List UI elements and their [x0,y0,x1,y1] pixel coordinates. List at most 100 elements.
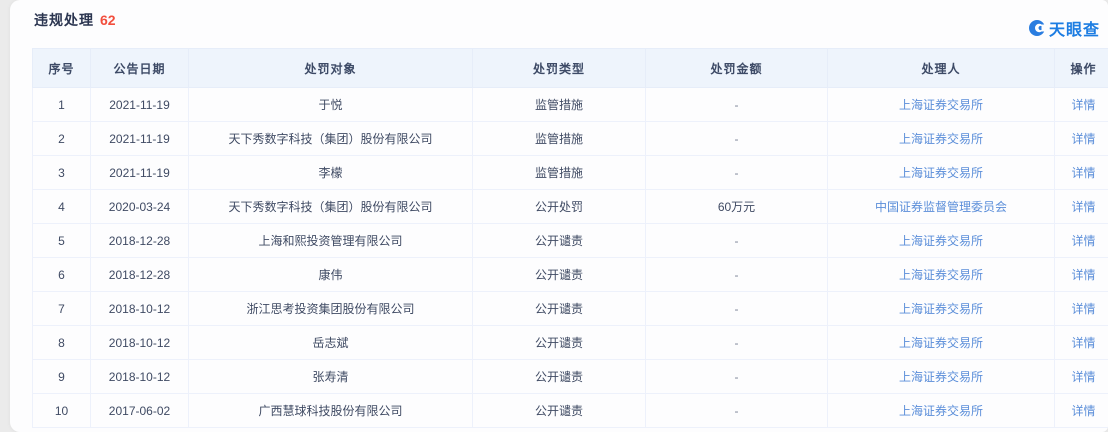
cell-amount: - [645,325,828,360]
cell-amount: 60万元 [645,189,828,224]
cell-type: 公开谴责 [472,325,646,360]
cell-handler: 上海证券交易所 [827,257,1055,292]
cell-date: 2018-10-12 [90,359,189,394]
cell-target: 康伟 [188,257,473,292]
cell-target: 天下秀数字科技（集团）股份有限公司 [188,189,473,224]
table-row: 8 2018-10-12 岳志斌 公开谴责 - 上海证券交易所 详情 [32,325,1108,360]
cell-handler: 上海证券交易所 [827,121,1055,156]
cell-index: 1 [32,87,91,122]
cell-type: 公开谴责 [472,359,646,394]
cell-type: 监管措施 [472,121,646,156]
cell-date: 2018-12-28 [90,257,189,292]
cell-index: 10 [32,393,91,428]
detail-link[interactable]: 详情 [1071,166,1096,180]
column-header-3: 处罚类型 [472,48,646,88]
cell-index: 9 [32,359,91,394]
table-row: 1 2021-11-19 于悦 监管措施 - 上海证券交易所 详情 [32,87,1108,122]
cell-handler: 上海证券交易所 [827,87,1055,122]
cell-index: 7 [32,291,91,326]
handler-link[interactable]: 上海证券交易所 [898,370,983,384]
cell-action: 详情 [1054,257,1108,292]
cell-action: 详情 [1054,325,1108,360]
handler-link[interactable]: 上海证券交易所 [898,166,983,180]
cell-target: 岳志斌 [188,325,473,360]
table-row: 5 2018-12-28 上海和熙投资管理有限公司 公开谴责 - 上海证券交易所 详情 [32,223,1108,258]
column-header-6: 操作 [1054,48,1108,88]
violation-count-badge: 62 [100,12,116,28]
handler-link[interactable]: 上海证券交易所 [898,336,983,350]
cell-index: 4 [32,189,91,224]
detail-link[interactable]: 详情 [1071,268,1096,282]
column-header-4: 处罚金额 [645,48,828,88]
table-row: 7 2018-10-12 浙江思考投资集团股份有限公司 公开谴责 - 上海证券交易所 详情 [32,291,1108,326]
detail-link[interactable]: 详情 [1071,132,1096,146]
table-body: 1 2021-11-19 于悦 监管措施 - 上海证券交易所 详情 2 2021-11-19 天下… [32,87,1108,428]
handler-link[interactable]: 上海证券交易所 [898,268,983,282]
table-row: 9 2018-10-12 张寿清 公开谴责 - 上海证券交易所 详情 [32,359,1108,394]
cell-handler: 中国证券监督管理委员会 [827,189,1055,224]
cell-type: 监管措施 [472,155,646,190]
cell-type: 公开谴责 [472,291,646,326]
cell-action: 详情 [1054,359,1108,394]
detail-link[interactable]: 详情 [1071,234,1096,248]
tianyancha-eye-icon [1028,20,1046,36]
cell-target: 张寿清 [188,359,473,394]
cell-action: 详情 [1054,87,1108,122]
cell-target: 李檬 [188,155,473,190]
cell-action: 详情 [1054,189,1108,224]
cell-index: 6 [32,257,91,292]
cell-handler: 上海证券交易所 [827,155,1055,190]
cell-amount: - [645,87,828,122]
cell-target: 浙江思考投资集团股份有限公司 [188,291,473,326]
cell-action: 详情 [1054,291,1108,326]
cell-amount: - [645,223,828,258]
detail-link[interactable]: 详情 [1071,336,1096,350]
cell-handler: 上海证券交易所 [827,359,1055,394]
cell-action: 详情 [1054,155,1108,190]
cell-amount: - [645,121,828,156]
cell-target: 天下秀数字科技（集团）股份有限公司 [188,121,473,156]
detail-link[interactable]: 详情 [1071,370,1096,384]
handler-link[interactable]: 上海证券交易所 [898,234,983,248]
cell-date: 2017-06-02 [90,393,189,428]
cell-handler: 上海证券交易所 [827,291,1055,326]
detail-link[interactable]: 详情 [1071,200,1096,214]
cell-target: 于悦 [188,87,473,122]
detail-link[interactable]: 详情 [1071,404,1096,418]
detail-link[interactable]: 详情 [1071,98,1096,112]
tianyancha-logo: 天眼查 [1028,16,1100,40]
cell-type: 公开处罚 [472,189,646,224]
cell-date: 2018-10-12 [90,291,189,326]
cell-index: 3 [32,155,91,190]
handler-link[interactable]: 中国证券监督管理委员会 [874,200,1007,214]
handler-link[interactable]: 上海证券交易所 [898,302,983,316]
table-row: 4 2020-03-24 天下秀数字科技（集团）股份有限公司 公开处罚 60万元 中国证券… [32,189,1108,224]
handler-link[interactable]: 上海证券交易所 [898,98,983,112]
cell-type: 公开谴责 [472,223,646,258]
panel-title: 违规处理 [34,12,94,28]
table-row: 10 2017-06-02 广西慧球科技股份有限公司 公开谴责 - 上海证券交易所 详情 [32,393,1108,428]
column-header-0: 序号 [32,48,91,88]
column-header-2: 处罚对象 [188,48,473,88]
cell-index: 2 [32,121,91,156]
cell-amount: - [645,393,828,428]
tianyancha-logo-text: 天眼查 [1048,22,1100,39]
cell-date: 2018-10-12 [90,325,189,360]
cell-action: 详情 [1054,121,1108,156]
handler-link[interactable]: 上海证券交易所 [898,132,983,146]
cell-amount: - [645,291,828,326]
cell-type: 公开谴责 [472,393,646,428]
table-row: 6 2018-12-28 康伟 公开谴责 - 上海证券交易所 详情 [32,257,1108,292]
cell-target: 上海和熙投资管理有限公司 [188,223,473,258]
cell-date: 2018-12-28 [90,223,189,258]
violation-panel: 违规处理 62 天眼查 序号 公告日期 处罚对象 处罚类型 处罚金额 处理人 操作 1 202… [10,0,1108,432]
cell-amount: - [645,155,828,190]
handler-link[interactable]: 上海证券交易所 [898,404,983,418]
cell-handler: 上海证券交易所 [827,223,1055,258]
table-header-row: 序号 公告日期 处罚对象 处罚类型 处罚金额 处理人 操作 [32,48,1108,88]
cell-action: 详情 [1054,393,1108,428]
cell-index: 5 [32,223,91,258]
panel-titlebar: 违规处理 62 [34,9,116,31]
detail-link[interactable]: 详情 [1071,302,1096,316]
cell-action: 详情 [1054,223,1108,258]
